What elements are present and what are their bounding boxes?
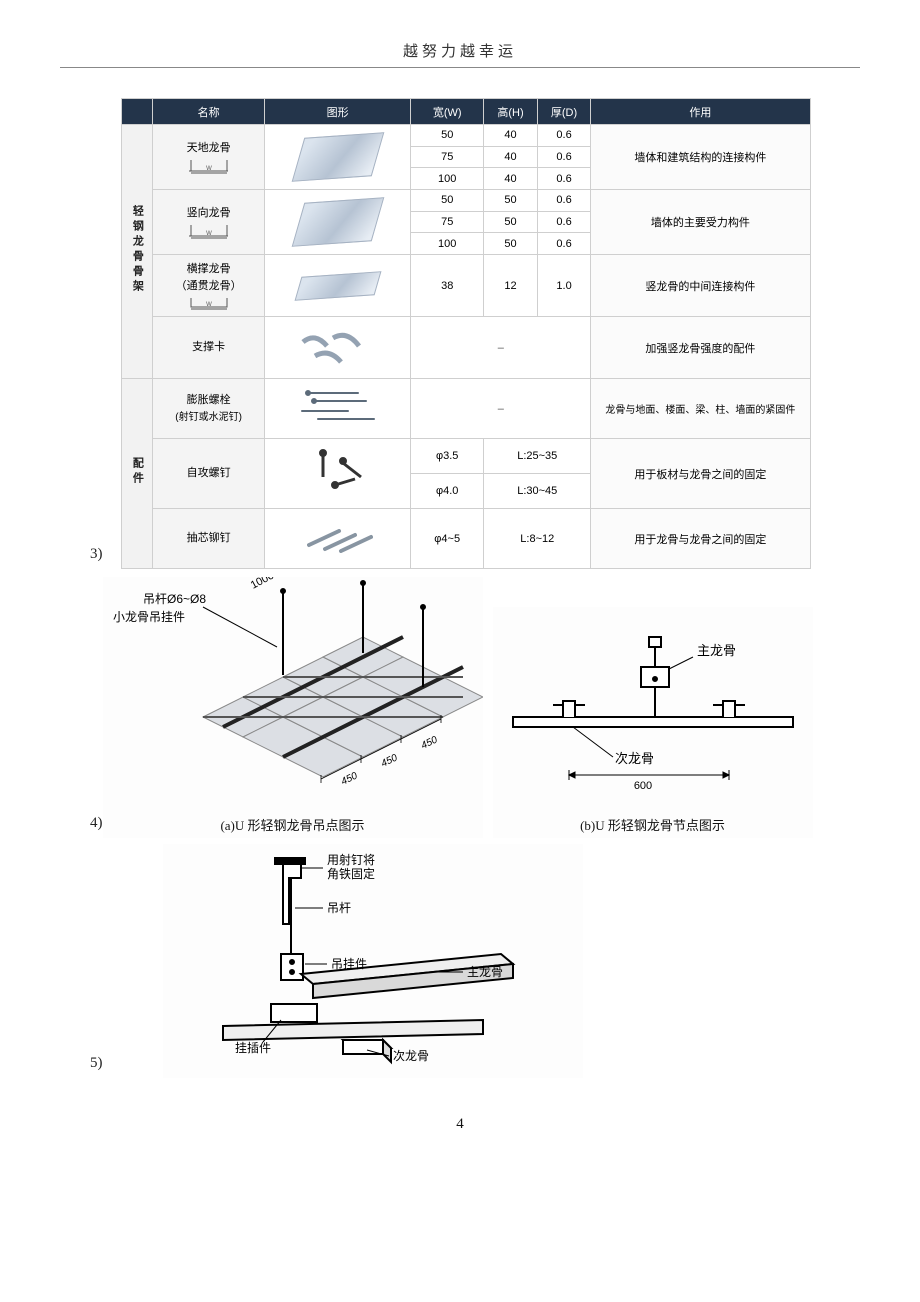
figA-label-hanger: 小龙骨吊挂件	[113, 610, 185, 624]
figure-b: 主龙骨 次龙骨 600 (b)U 形轻钢龙骨节点图示	[493, 607, 813, 838]
figA-dim1: 450	[339, 770, 359, 787]
col-h: 高(H)	[484, 99, 538, 125]
row2-w0: 50	[411, 190, 484, 212]
figC-main: 主龙骨	[467, 965, 503, 979]
c-profile-icon: W	[187, 223, 231, 239]
svg-text:W: W	[206, 302, 212, 308]
cross-profile-icon: W	[187, 296, 231, 310]
row4-img	[265, 317, 411, 379]
row7-a: φ4~5	[411, 509, 484, 569]
row2-h2: 50	[484, 233, 538, 255]
row6-func: 用于板材与龙骨之间的固定	[591, 439, 810, 509]
row1-d1: 0.6	[537, 146, 591, 168]
row1-h2: 40	[484, 168, 538, 190]
row2-d0: 0.6	[537, 190, 591, 212]
figC-fix-l1: 用射钉将	[327, 852, 375, 867]
figC-plug: 挂插件	[235, 1041, 271, 1055]
row3-w: 38	[411, 255, 484, 317]
figA-dim2: 450	[379, 752, 399, 769]
figB-label-sub: 次龙骨	[615, 751, 654, 766]
row7-b: L:8~12	[484, 509, 591, 569]
row2-w2: 100	[411, 233, 484, 255]
row4-func: 加强竖龙骨强度的配件	[591, 317, 810, 379]
col-image: 图形	[265, 99, 411, 125]
row3-img	[265, 255, 411, 317]
row6-a1: φ4.0	[411, 474, 484, 509]
figB-label-main: 主龙骨	[697, 643, 736, 658]
row2-h0: 50	[484, 190, 538, 212]
group-label-2: 配件	[121, 379, 153, 569]
row6-name: 自攻螺钉	[153, 439, 265, 509]
figC-sub: 次龙骨	[393, 1049, 429, 1063]
figure-c: 用射钉将 角铁固定 吊杆 吊挂件 主龙骨 挂插件 次龙骨	[163, 844, 583, 1078]
page-number: 4	[60, 1116, 860, 1133]
page-title: 越努力越幸运	[60, 40, 860, 68]
row1-w0: 50	[411, 125, 484, 147]
row2-w1: 75	[411, 211, 484, 233]
row1-w1: 75	[411, 146, 484, 168]
figA-caption: (a)U 形轻钢龙骨吊点图示	[103, 811, 483, 838]
figC-hanger: 吊挂件	[331, 957, 367, 971]
row3-name: 横撑龙骨 （通贯龙骨） W	[153, 255, 265, 317]
row3-h: 12	[484, 255, 538, 317]
col-w: 宽(W)	[411, 99, 484, 125]
group-label-1: 轻钢龙骨骨架	[121, 125, 153, 379]
row3-func: 竖龙骨的中间连接构件	[591, 255, 810, 317]
row1-d0: 0.6	[537, 125, 591, 147]
row5-dash: –	[411, 379, 591, 439]
row2-d2: 0.6	[537, 233, 591, 255]
row6-b1: L:30~45	[484, 474, 591, 509]
svg-text:W: W	[206, 231, 212, 237]
col-name: 名称	[153, 99, 265, 125]
col-func: 作用	[591, 99, 810, 125]
row4-name: 支撑卡	[153, 317, 265, 379]
row2-name: 竖向龙骨 W	[153, 190, 265, 255]
row5-func: 龙骨与地面、楼面、梁、柱、墙面的紧固件	[591, 379, 810, 439]
row3-d: 1.0	[537, 255, 591, 317]
row5-name: 膨胀螺栓 (射钉或水泥钉)	[153, 379, 265, 439]
row2-img	[265, 190, 411, 255]
row6-img	[265, 439, 411, 509]
row1-d2: 0.6	[537, 168, 591, 190]
row5-img	[265, 379, 411, 439]
row6-b0: L:25~35	[484, 439, 591, 474]
figB-caption: (b)U 形轻钢龙骨节点图示	[493, 811, 813, 838]
row1-name: 天地龙骨 W	[153, 125, 265, 190]
figure-a: 吊杆Ø6~Ø8 1000~1200 小龙骨吊挂件 450 450 450	[103, 577, 483, 838]
row6-a0: φ3.5	[411, 439, 484, 474]
row2-d1: 0.6	[537, 211, 591, 233]
row4-dash: –	[411, 317, 591, 379]
svg-text:W: W	[206, 166, 212, 172]
spec-table: 名称 图形 宽(W) 高(H) 厚(D) 作用 轻钢龙骨骨架 天地龙骨 W 50…	[121, 98, 811, 569]
row2-func: 墙体的主要受力构件	[591, 190, 810, 255]
row1-h0: 40	[484, 125, 538, 147]
figA-dim3: 450	[419, 734, 439, 751]
row7-func: 用于龙骨与龙骨之间的固定	[591, 509, 810, 569]
figB-dim600: 600	[633, 780, 651, 792]
row1-w2: 100	[411, 168, 484, 190]
row1-func: 墙体和建筑结构的连接构件	[591, 125, 810, 190]
list-marker-4: 4)	[90, 815, 103, 832]
u-profile-icon: W	[187, 158, 231, 174]
figC-fix-l2: 角铁固定	[327, 866, 375, 881]
row2-h1: 50	[484, 211, 538, 233]
figA-label-span: 1000~1200	[248, 577, 303, 592]
figA-label-rod: 吊杆Ø6~Ø8	[143, 592, 206, 606]
row7-name: 抽芯铆钉	[153, 509, 265, 569]
row7-img	[265, 509, 411, 569]
list-marker-5: 5)	[90, 1055, 103, 1072]
row1-h1: 40	[484, 146, 538, 168]
figC-rod: 吊杆	[327, 901, 351, 915]
row1-img	[265, 125, 411, 190]
list-marker-3: 3)	[90, 546, 103, 563]
col-d: 厚(D)	[537, 99, 591, 125]
